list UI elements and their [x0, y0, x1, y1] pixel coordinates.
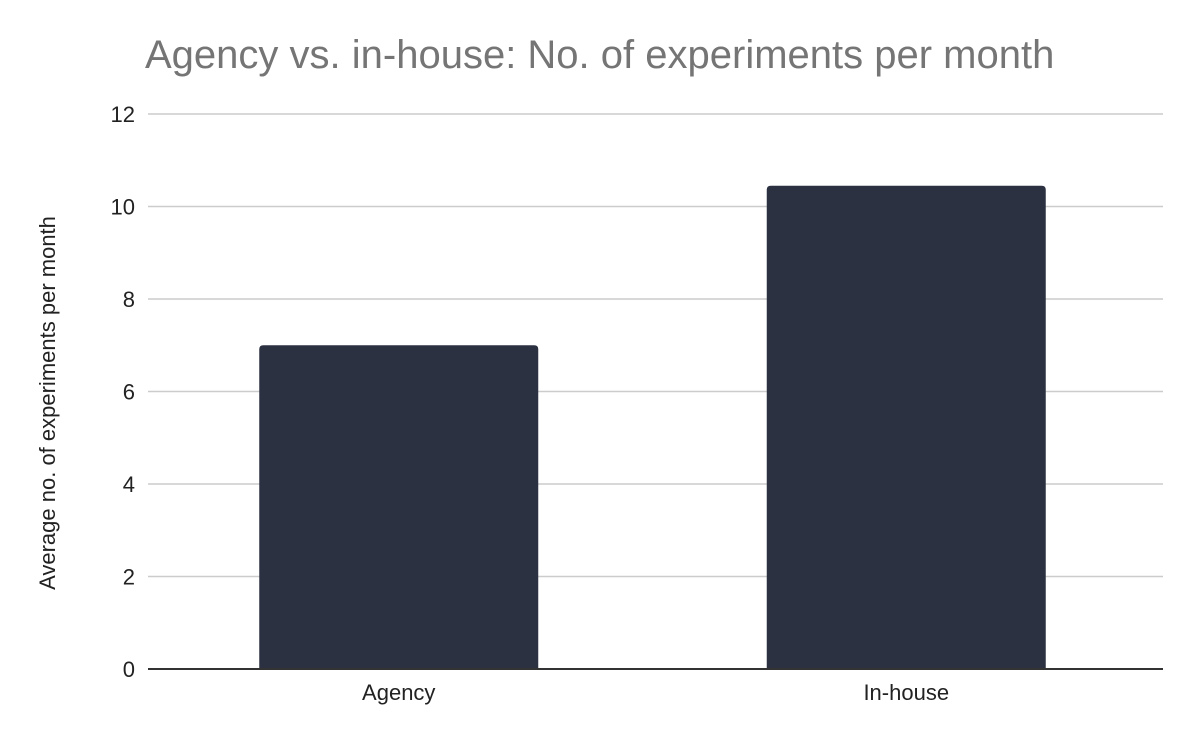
- x-tick-label: Agency: [362, 680, 435, 705]
- bar-in-house: [766, 185, 1046, 669]
- y-axis-title: Average no. of experiments per month: [35, 216, 60, 590]
- y-tick-label: 10: [111, 195, 135, 220]
- y-tick-label: 8: [123, 287, 135, 312]
- x-axis-ticks: Agency In-house: [362, 680, 949, 705]
- chart-title: Agency vs. in-house: No. of experiments …: [145, 33, 1054, 77]
- y-tick-label: 12: [111, 102, 135, 127]
- y-tick-label: 6: [123, 380, 135, 405]
- y-axis-ticks: 0 2 4 6 8 10 12: [111, 102, 135, 682]
- bar-agency: [259, 345, 539, 669]
- x-tick-label: In-house: [863, 680, 949, 705]
- y-tick-label: 2: [123, 565, 135, 590]
- y-tick-label: 0: [123, 657, 135, 682]
- bars: [259, 185, 1046, 669]
- y-tick-label: 4: [123, 472, 135, 497]
